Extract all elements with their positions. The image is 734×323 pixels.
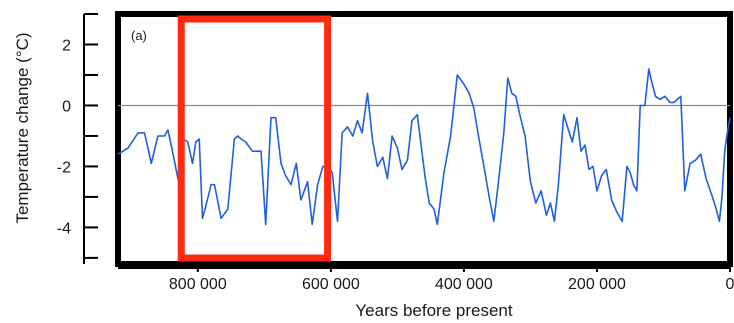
y-tick-label: 0 [62, 98, 71, 115]
y-tick-label: 2 [62, 37, 71, 54]
x-tick-label: 400 000 [435, 276, 493, 293]
y-tick-label: -2 [57, 159, 71, 176]
temperature-series-line [117, 68, 731, 226]
x-tick-label: 0 [726, 276, 734, 293]
highlight-box [177, 15, 332, 262]
x-axis-title: Years before present [355, 301, 512, 320]
x-axis-ticks: 800 000 600 000 400 000 200 000 0 [118, 264, 734, 293]
y-tick-label: -4 [57, 220, 71, 237]
panel-label: (a) [131, 28, 147, 43]
plot-frame [115, 11, 733, 267]
x-tick-label: 600 000 [302, 276, 360, 293]
y-axis-ticks: 2 0 -2 -4 [57, 13, 98, 264]
x-tick-label: 200 000 [568, 276, 626, 293]
x-tick-label: 800 000 [169, 276, 227, 293]
y-axis-title: Temperature change (°C) [13, 32, 32, 223]
series-group [117, 68, 731, 226]
